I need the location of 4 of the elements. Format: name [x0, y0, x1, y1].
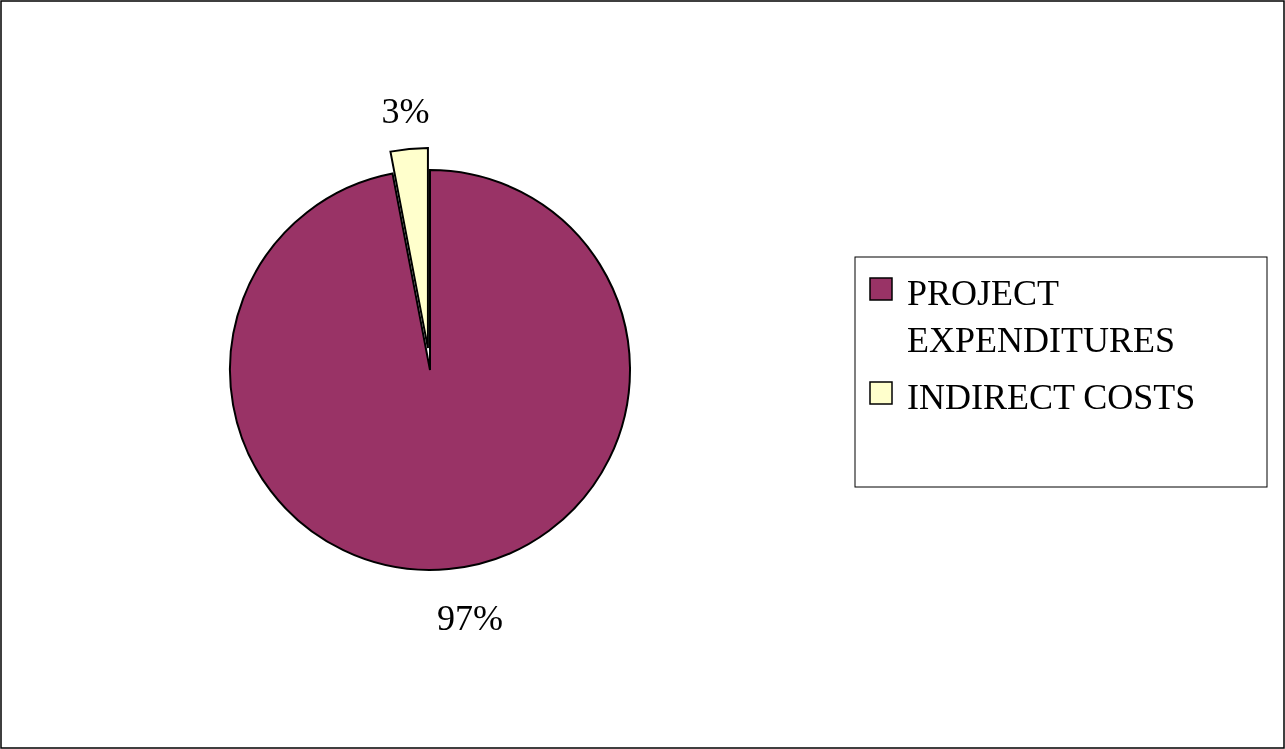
- legend-label: INDIRECT COSTS: [907, 377, 1196, 417]
- data-label: 3%: [381, 91, 430, 132]
- legend-label: PROJECT EXPENDITURES: [907, 273, 1175, 360]
- data-label: 97%: [437, 598, 503, 638]
